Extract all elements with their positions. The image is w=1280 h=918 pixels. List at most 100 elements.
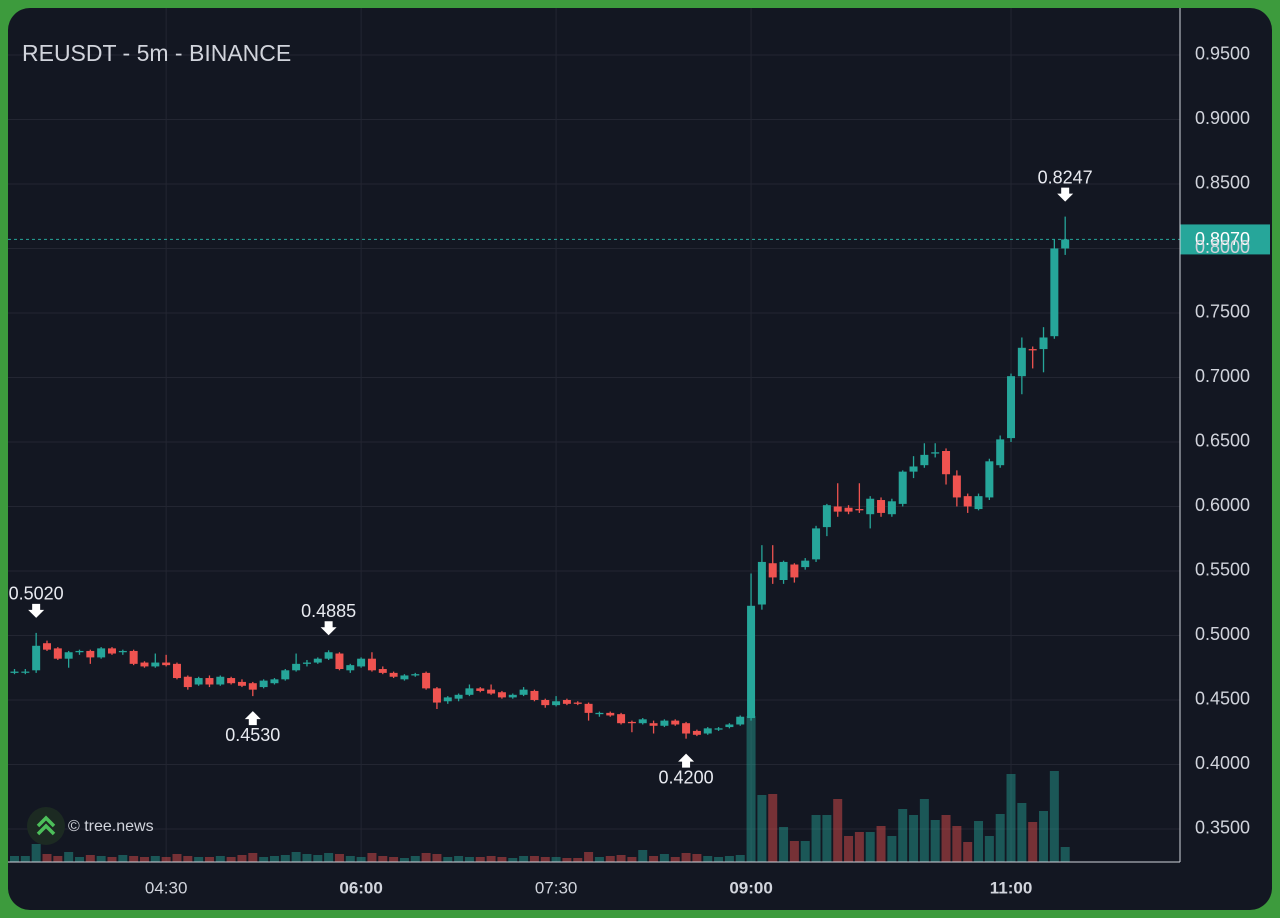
annotation-label: 0.5020 [9,584,64,604]
volume-bar [995,814,1005,862]
volume-bar [551,857,561,862]
candle-body [812,528,821,560]
candle-body [476,688,485,691]
candle-body [454,694,463,699]
candle-body [151,662,160,667]
volume-bar [984,836,994,862]
candle-body [497,692,506,698]
volume-layer [9,716,1070,862]
y-tick-label: 0.5000 [1195,624,1250,644]
candle-body [942,450,951,475]
y-tick-label: 0.6000 [1195,495,1250,515]
panel [8,8,1272,910]
volume-bar [930,820,940,862]
candle-body [346,665,355,671]
y-tick-label: 0.7500 [1195,302,1250,322]
candle-body [248,683,257,690]
volume-bar [215,856,225,862]
volume-bar [96,856,106,862]
candle-body [1028,349,1037,351]
volume-bar [161,857,171,862]
candle-body [855,509,864,511]
volume-bar [800,841,810,862]
candle-body [389,672,398,677]
candle-body [313,658,322,663]
candle-body [963,496,972,507]
volume-bar [540,857,550,862]
candle-body [573,702,582,704]
volume-bar [313,855,323,862]
candle-body [194,678,203,685]
candle-body [281,670,290,680]
volume-bar [302,854,312,862]
candle-body [97,648,106,658]
volume-bar [898,809,908,862]
candle-body [1017,347,1026,377]
candle-body [432,688,441,703]
volume-bar [627,857,637,862]
candle-body [400,675,409,680]
candle-body [205,678,214,685]
volume-bar [1028,822,1038,862]
volume-bar [280,855,290,862]
candle-body [541,699,550,706]
candle-body [692,730,701,735]
annotation-label: 0.4200 [659,767,714,787]
y-tick-label: 0.8000 [1195,237,1250,257]
chart-title: REUSDT - 5m - BINANCE [22,40,291,66]
volume-bar [746,716,756,862]
candle-body [237,681,246,686]
annotation-arrow [678,753,695,768]
candle-body [768,563,777,578]
volume-bar [714,857,724,862]
candle-body [227,678,236,684]
volume-bar [909,815,919,862]
candle-body [985,461,994,498]
candle-body [714,728,723,730]
y-tick-label: 0.9500 [1195,44,1250,64]
y-tick-label: 0.4500 [1195,689,1250,709]
volume-bar [259,857,269,862]
annotation-label: 0.8247 [1038,167,1093,187]
volume-bar [129,856,139,862]
annotation-label: 0.4885 [301,601,356,621]
volume-bar [844,836,854,862]
volume-bar [649,856,659,862]
volume-bar [735,855,745,862]
y-tick-label: 0.8500 [1195,173,1250,193]
volume-bar [194,857,204,862]
candle-body [107,648,116,654]
volume-bar [107,857,117,862]
volume-bar [172,854,182,862]
volume-bar [9,856,19,862]
volume-bar [1060,847,1070,862]
volume-bar [887,836,897,862]
candle-body [259,680,268,688]
y-tick-label: 0.9000 [1195,108,1250,128]
volume-bar [464,857,474,862]
volume-bar [1039,811,1049,862]
volume-bar [85,855,95,862]
y-tick-label: 0.3500 [1195,818,1250,838]
candle-body [508,694,517,698]
watermark-logo [27,807,65,845]
volume-bar [248,853,258,862]
volume-bar [919,799,929,862]
volume-bar [237,855,247,862]
candle-body [443,697,452,702]
candle-body [779,561,788,580]
candle-body [909,466,918,472]
volume-bar [324,853,334,862]
volume-bar [334,854,344,862]
volume-bar [822,815,832,862]
candle-body [638,719,647,724]
volume-bar [833,799,843,862]
watermark: © tree.news [68,818,154,835]
y-tick-label: 0.5500 [1195,560,1250,580]
candle-body [595,712,604,715]
candle-body [649,723,658,726]
candle-body [86,650,95,658]
candle-body [736,716,745,725]
x-tick-label: 06:00 [339,878,382,897]
